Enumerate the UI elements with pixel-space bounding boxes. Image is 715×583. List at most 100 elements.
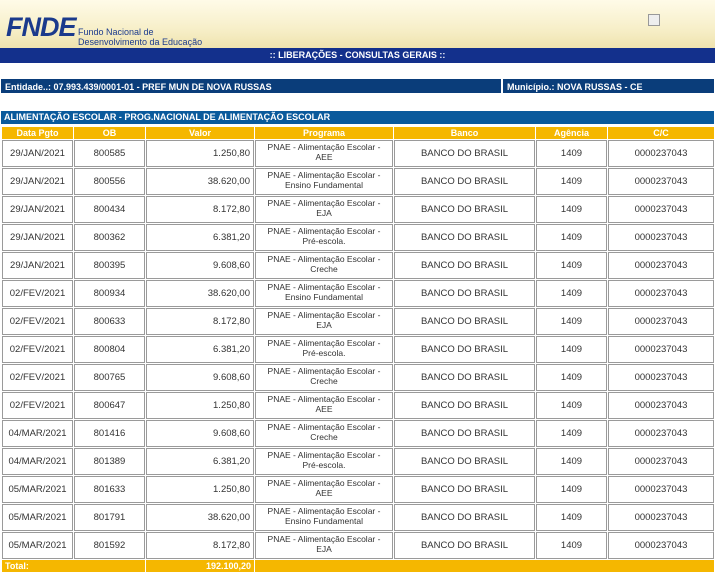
programa-line2: Pré-escola. [302, 236, 346, 246]
table-row: 02/FEV/2021 800633 8.172,80 PNAE - Alimenta… [2, 308, 714, 335]
cell-banco: BANCO DO BRASIL [394, 168, 535, 195]
programa-line1: PNAE - Alimentação Escolar - [267, 226, 381, 236]
cell-ob: 800395 [74, 252, 145, 279]
cell-agencia: 1409 [536, 532, 607, 559]
cell-agencia: 1409 [536, 168, 607, 195]
cell-ob: 800585 [74, 140, 145, 167]
cell-banco: BANCO DO BRASIL [394, 224, 535, 251]
cell-data: 29/JAN/2021 [2, 140, 73, 167]
org-name: Fundo Nacional de Desenvolvimento da Edu… [78, 27, 202, 47]
cell-cc: 0000237043 [608, 420, 714, 447]
cell-valor: 38.620,00 [146, 504, 254, 531]
cell-ob: 800765 [74, 364, 145, 391]
entity-label: Entidade..: 07.993.439/0001-01 - PREF MU… [1, 79, 501, 93]
cell-ob: 801416 [74, 420, 145, 447]
cell-valor: 6.381,20 [146, 448, 254, 475]
cell-programa: PNAE - Alimentação Escolar - Pré-escola. [255, 448, 393, 475]
cell-cc: 0000237043 [608, 252, 714, 279]
cell-valor: 8.172,80 [146, 532, 254, 559]
table-row: 05/MAR/2021 801633 1.250,80 PNAE - Alimenta… [2, 476, 714, 503]
total-label: Total: [2, 560, 145, 572]
cell-programa: PNAE - Alimentação Escolar - EJA [255, 308, 393, 335]
total-row: Total: 192.100,20 [2, 560, 714, 572]
fnde-logo[interactable]: FNDE [6, 12, 76, 42]
cell-ob: 800934 [74, 280, 145, 307]
cell-data: 04/MAR/2021 [2, 448, 73, 475]
cell-valor: 38.620,00 [146, 280, 254, 307]
cell-banco: BANCO DO BRASIL [394, 336, 535, 363]
cell-agencia: 1409 [536, 364, 607, 391]
cell-cc: 0000237043 [608, 504, 714, 531]
programa-line1: PNAE - Alimentação Escolar - [267, 478, 381, 488]
cell-data: 29/JAN/2021 [2, 252, 73, 279]
programa-line1: PNAE - Alimentação Escolar - [267, 198, 381, 208]
programa-line1: PNAE - Alimentação Escolar - [267, 394, 381, 404]
cell-agencia: 1409 [536, 140, 607, 167]
cell-data: 02/FEV/2021 [2, 308, 73, 335]
programa-line1: PNAE - Alimentação Escolar - [267, 310, 381, 320]
cell-ob: 800804 [74, 336, 145, 363]
cell-ob: 800556 [74, 168, 145, 195]
cell-cc: 0000237043 [608, 336, 714, 363]
cell-programa: PNAE - Alimentação Escolar - Ensino Funda… [255, 280, 393, 307]
cell-data: 05/MAR/2021 [2, 476, 73, 503]
cell-cc: 0000237043 [608, 140, 714, 167]
cell-agencia: 1409 [536, 476, 607, 503]
table-row: 02/FEV/2021 800765 9.608,60 PNAE - Alimenta… [2, 364, 714, 391]
programa-line2: Ensino Fundamental [285, 516, 363, 526]
cell-ob: 801592 [74, 532, 145, 559]
cell-programa: PNAE - Alimentação Escolar - Creche [255, 364, 393, 391]
cell-cc: 0000237043 [608, 448, 714, 475]
cell-banco: BANCO DO BRASIL [394, 532, 535, 559]
programa-line1: PNAE - Alimentação Escolar - [267, 450, 381, 460]
cell-cc: 0000237043 [608, 392, 714, 419]
cell-programa: PNAE - Alimentação Escolar - EJA [255, 196, 393, 223]
cell-cc: 0000237043 [608, 476, 714, 503]
cell-programa: PNAE - Alimentação Escolar - Ensino Funda… [255, 504, 393, 531]
cell-programa: PNAE - Alimentação Escolar - Creche [255, 420, 393, 447]
cell-data: 05/MAR/2021 [2, 504, 73, 531]
table-row: 02/FEV/2021 800934 38.620,00 PNAE - Aliment… [2, 280, 714, 307]
programa-line2: Pré-escola. [302, 460, 346, 470]
col-header-data: Data Pgto [2, 127, 73, 139]
municipio-label: Município.: NOVA RUSSAS - CE [503, 79, 714, 93]
cell-cc: 0000237043 [608, 532, 714, 559]
cell-agencia: 1409 [536, 420, 607, 447]
programa-line2: Ensino Fundamental [285, 180, 363, 190]
table-row: 02/FEV/2021 800804 6.381,20 PNAE - Alimenta… [2, 336, 714, 363]
cell-programa: PNAE - Alimentação Escolar - AEE [255, 140, 393, 167]
cell-valor: 1.250,80 [146, 476, 254, 503]
programa-line2: Creche [310, 432, 338, 442]
table-row: 29/JAN/2021 800434 8.172,80 PNAE - Alimenta… [2, 196, 714, 223]
cell-cc: 0000237043 [608, 280, 714, 307]
cell-data: 02/FEV/2021 [2, 392, 73, 419]
site-header: FNDE Fundo Nacional de Desenvolvimento d… [0, 0, 715, 48]
programa-line1: PNAE - Alimentação Escolar - [267, 170, 381, 180]
programa-line1: PNAE - Alimentação Escolar - [267, 142, 381, 152]
org-name-line2: Desenvolvimento da Educação [78, 37, 203, 47]
cell-ob: 800647 [74, 392, 145, 419]
programa-line1: PNAE - Alimentação Escolar - [267, 422, 381, 432]
programa-line2: Ensino Fundamental [285, 292, 363, 302]
cell-agencia: 1409 [536, 308, 607, 335]
programa-line2: AEE [315, 404, 333, 414]
cell-agencia: 1409 [536, 504, 607, 531]
cell-data: 05/MAR/2021 [2, 532, 73, 559]
table-header-row: Data Pgto OB Valor Programa Banco Agênci… [2, 127, 714, 139]
table-row: 05/MAR/2021 801791 38.620,00 PNAE - Aliment… [2, 504, 714, 531]
cell-banco: BANCO DO BRASIL [394, 392, 535, 419]
cell-ob: 800434 [74, 196, 145, 223]
cell-data: 29/JAN/2021 [2, 224, 73, 251]
cell-banco: BANCO DO BRASIL [394, 280, 535, 307]
programa-line1: PNAE - Alimentação Escolar - [267, 338, 381, 348]
col-header-valor: Valor [146, 127, 254, 139]
cell-cc: 0000237043 [608, 224, 714, 251]
cell-cc: 0000237043 [608, 364, 714, 391]
cell-programa: PNAE - Alimentação Escolar - Creche [255, 252, 393, 279]
cell-valor: 38.620,00 [146, 168, 254, 195]
cell-banco: BANCO DO BRASIL [394, 420, 535, 447]
cell-banco: BANCO DO BRASIL [394, 196, 535, 223]
programa-line1: PNAE - Alimentação Escolar - [267, 366, 381, 376]
col-header-banco: Banco [394, 127, 535, 139]
cell-data: 29/JAN/2021 [2, 196, 73, 223]
